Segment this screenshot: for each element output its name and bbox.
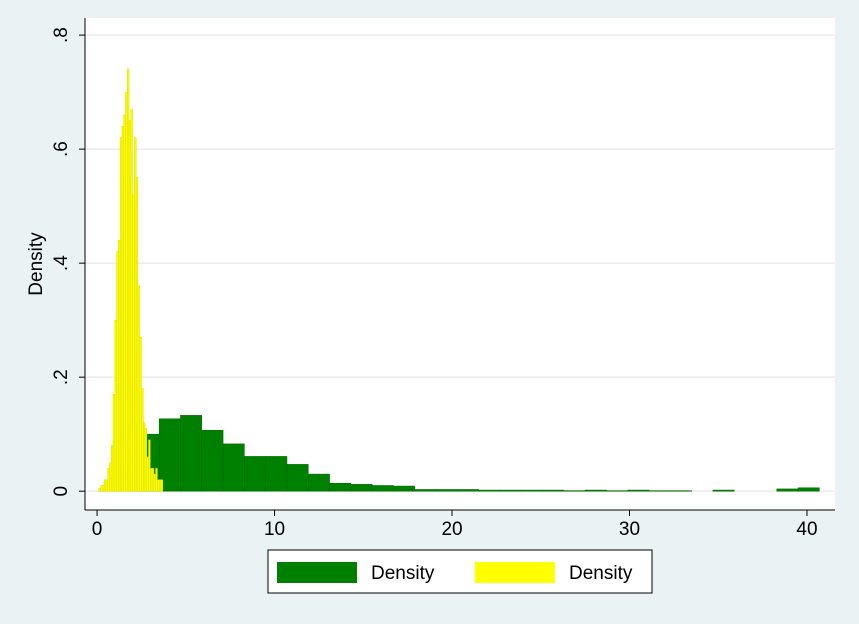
histogram-bar <box>98 488 101 492</box>
histogram-bar <box>797 487 820 492</box>
histogram-bar <box>478 489 501 492</box>
histogram-bar <box>116 251 119 492</box>
histogram-bar <box>150 468 153 492</box>
histogram-bar <box>151 468 155 492</box>
histogram-bar <box>105 479 108 492</box>
histogram-bar <box>155 468 158 492</box>
histogram-bar <box>563 490 586 492</box>
y-tick-label: .2 <box>51 369 72 385</box>
histogram-bar <box>107 468 110 492</box>
histogram-bar <box>414 489 437 492</box>
histogram-bar <box>132 194 135 492</box>
legend-items: Density Density <box>277 562 633 584</box>
histogram-bar <box>499 489 522 492</box>
histogram-bar <box>180 415 203 492</box>
histogram-bar <box>627 489 650 492</box>
histogram-bar <box>329 482 352 492</box>
axes: 0 .2 .4 .6 .8 0 10 20 30 40 <box>51 27 818 540</box>
histogram-bar <box>125 91 128 492</box>
histogram-bar <box>153 473 156 492</box>
legend-swatch <box>475 562 555 583</box>
histogram-bar <box>139 337 142 492</box>
histogram-bar <box>265 456 288 492</box>
x-tick-label: 10 <box>264 519 285 540</box>
histogram-bar <box>102 485 105 492</box>
histogram-bar <box>103 479 107 492</box>
legend-label: Density <box>569 563 633 584</box>
histogram-bar <box>134 137 137 492</box>
histogram-bar <box>648 490 671 492</box>
histogram-bar <box>308 473 330 492</box>
histogram-bar <box>712 489 735 492</box>
histogram-bar <box>201 429 224 492</box>
histogram-bar <box>146 456 149 492</box>
histogram-bar <box>435 489 458 492</box>
legend-swatch <box>277 562 357 583</box>
histogram-bar <box>520 489 543 492</box>
histogram-bar <box>141 388 144 492</box>
histogram-bar <box>100 485 103 492</box>
histogram-bar <box>126 69 130 492</box>
histogram-bar <box>137 285 140 492</box>
histogram-bar <box>142 422 146 492</box>
histogram-bar <box>286 464 309 492</box>
y-tick-label: .6 <box>51 141 72 157</box>
histogram-bar <box>111 445 114 492</box>
histogram-bar <box>121 126 124 492</box>
y-tick-label: .4 <box>51 255 72 271</box>
histogram-bar <box>606 490 628 492</box>
histogram-bar <box>393 485 415 492</box>
histogram-bar <box>119 137 123 492</box>
histogram-bar <box>244 456 266 492</box>
histogram-bar <box>112 394 116 492</box>
y-tick-label: 0 <box>51 486 72 497</box>
histogram-bar <box>157 479 160 492</box>
histogram-bar <box>584 489 607 492</box>
y-axis-title: Density <box>26 232 47 296</box>
histogram-bar <box>457 489 479 492</box>
x-tick-label: 40 <box>796 519 817 540</box>
histogram-bar <box>118 240 121 492</box>
histogram-bar <box>128 120 132 492</box>
histogram-bar <box>222 443 245 492</box>
x-tick-label: 20 <box>441 519 462 540</box>
histogram-bar <box>114 319 117 492</box>
y-tick-label: .8 <box>51 27 72 43</box>
histogram-bar <box>670 490 692 492</box>
histogram-bar <box>148 439 151 492</box>
histogram-bar <box>109 462 112 492</box>
histogram-bar <box>160 479 163 492</box>
histogram-bar <box>135 177 139 492</box>
histogram-bar <box>542 489 565 492</box>
x-tick-label: 30 <box>619 519 640 540</box>
histogram-bar <box>130 108 133 492</box>
histogram-bar <box>123 114 126 492</box>
histogram-bar <box>776 488 799 492</box>
legend-label: Density <box>371 563 435 584</box>
bars <box>98 69 820 492</box>
histogram-bar <box>371 485 394 492</box>
histogram-bar <box>158 479 162 492</box>
legend <box>267 549 653 594</box>
x-tick-label: 0 <box>92 519 103 540</box>
plot-area <box>85 18 835 510</box>
histogram-bar <box>144 428 148 492</box>
histogram-bar <box>350 484 373 492</box>
